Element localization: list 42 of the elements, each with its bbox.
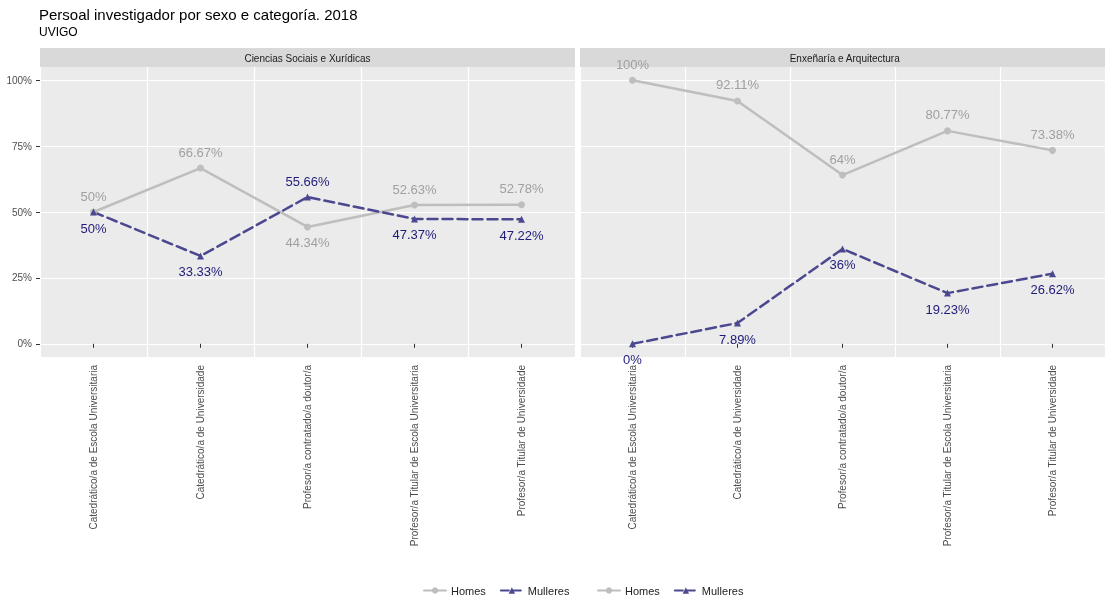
y-tick-label: 50% [11,206,33,218]
data-label: 73.38% [1030,126,1075,142]
data-label: 52.63% [392,181,437,197]
data-label: 36% [829,257,856,273]
x-tick-label: Profesor/a Titular de Escola Universitaria [942,364,953,547]
data-label: 50% [80,220,107,236]
legend-label: Homes [625,584,661,597]
legend-label: Mulleres [527,584,570,597]
y-tick-label: 25% [11,272,33,284]
data-label: 100% [615,56,650,72]
data-label: 47.22% [499,227,544,243]
x-tick-label: Catedrático/a de Universidade [195,364,206,500]
x-tick-label: Profesor/a Titular de Universidade [1047,364,1058,517]
x-tick-label: Catedrático/a de Universidade [732,364,743,500]
y-tick-label: 75% [11,140,33,152]
data-label: 50% [80,188,107,204]
x-tick-label: Profesor/a contratado/a doutor/a [302,364,313,509]
data-label: 7.89% [719,331,757,347]
chart-title: Enxeñaría e Arquitectura [789,52,901,64]
data-label: 26.62% [1030,282,1075,298]
y-tick-label: 0% [17,338,33,350]
data-label: 19.23% [925,301,970,317]
chart-subtitle: UVIGO [39,25,78,39]
data-label: 47.37% [392,227,437,243]
data-label: 55.66% [285,173,330,189]
data-label: 66.67% [178,144,223,160]
data-label: 44.34% [285,235,330,251]
x-tick-label: Profesor/a Titular de Escola Universitaria [409,364,420,547]
chart-title: Persoal investigador por sexo e categoría. 2018 [39,6,358,23]
data-label: 80.77% [925,107,970,123]
x-tick-label: Profesor/a contratado/a doutor/a [837,364,848,509]
x-tick-label: Catedrático/a de Escola Universitaria [88,364,99,530]
data-label: 33.33% [178,264,223,280]
data-label: 52.78% [499,181,544,197]
data-label: 64% [829,151,856,167]
x-tick-label: Profesor/a Titular de Universidade [516,364,527,517]
text: Ciencias Sociais e Xurídicas [244,52,371,64]
data-label: 92.11% [715,77,760,93]
legend-label: Homes [451,584,487,597]
x-tick-label: Catedrático/a de Escola Universitaria [627,364,638,530]
y-tick-label: 100% [6,74,33,86]
legend-label: Mulleres [701,584,744,597]
